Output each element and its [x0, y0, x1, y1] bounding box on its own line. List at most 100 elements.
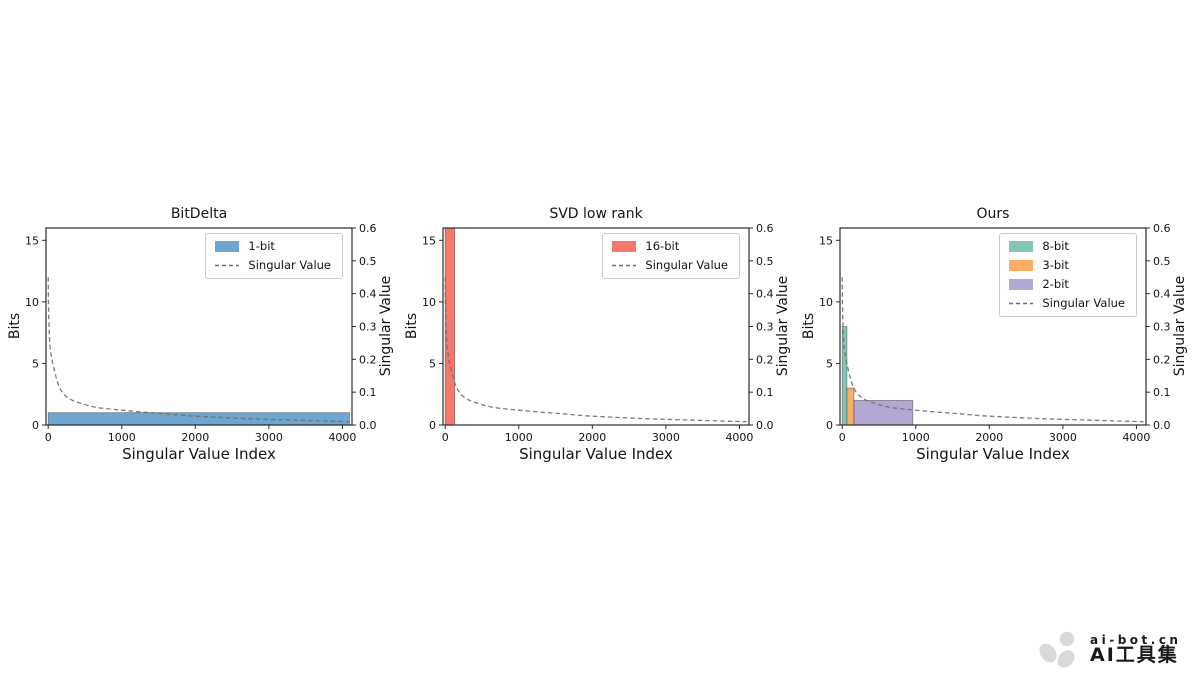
legend-label: Singular Value [645, 258, 728, 272]
chart-title-svd-low-rank: SVD low rank [549, 206, 643, 222]
y-tick-label-right: 0.3 [756, 321, 774, 334]
y-tick-label-right: 0.2 [756, 353, 774, 366]
y-tick-label-right: 0.5 [359, 255, 377, 268]
legend-item: Singular Value [612, 259, 728, 272]
bar-2-bit [853, 399, 914, 426]
y-tick-label-left: 15 [422, 234, 436, 247]
legend-label: 2-bit [1042, 277, 1069, 291]
legend-item: 8-bit [1009, 240, 1125, 253]
y-axis-label-singular-value: Singular Value [1172, 275, 1188, 377]
x-tick-label: 2000 [975, 431, 1003, 444]
y-tick-label-right: 0.1 [359, 386, 377, 399]
legend-item: 2-bit [1009, 278, 1125, 291]
legend-swatch [612, 241, 637, 252]
y-tick-label-right: 0.6 [1153, 222, 1171, 235]
legend-box-svd-low-rank: 16-bit Singular Value [602, 233, 740, 279]
legend-box-bitdelta: 1-bit Singular Value [205, 233, 343, 279]
legend-label: 16-bit [645, 239, 680, 253]
x-tick-label: 1000 [505, 431, 533, 444]
x-tick-label: 0 [442, 431, 449, 444]
y-tick-label-right: 0.5 [756, 255, 774, 268]
legend-dash-swatch [1009, 302, 1034, 305]
legend-label: 8-bit [1042, 239, 1069, 253]
y-axis-label-bits: Bits [404, 312, 420, 340]
y-tick-label-right: 0.0 [1153, 419, 1171, 432]
watermark-domain: ai-bot.cn [1090, 632, 1182, 647]
y-tick-label-left: 10 [422, 296, 436, 309]
legend-dash-swatch [215, 264, 240, 267]
legend-item: 3-bit [1009, 259, 1125, 272]
legend-label: Singular Value [248, 258, 331, 272]
y-tick-label-left: 5 [429, 357, 436, 370]
legend-item: Singular Value [215, 259, 331, 272]
bar-1-bit [47, 412, 350, 426]
plot-canvas-svd-low-rank: 0 1000 2000 3000 4000 0 5 10 15 0.0 0.1 0.2 0.3 0.4 0.… [422, 222, 774, 444]
y-tick-label-right: 0.6 [756, 222, 774, 235]
chart-title-bitdelta: BitDelta [170, 206, 228, 222]
legend-swatch [1009, 241, 1034, 252]
legend-item: 1-bit [215, 240, 331, 253]
y-tick-label-left: 0 [429, 419, 436, 432]
y-tick-label-right: 0.4 [1153, 288, 1171, 301]
legend-swatch [1009, 279, 1034, 290]
legend-item: Singular Value [1009, 297, 1125, 310]
y-axis-label-bits: Bits [801, 312, 817, 340]
y-tick-label-right: 0.0 [756, 419, 774, 432]
legend-label: 3-bit [1042, 258, 1069, 272]
y-tick-label-right: 0.1 [1153, 386, 1171, 399]
x-axis-label: Singular Value Index [916, 445, 1070, 463]
watermark: ai-bot.cn AI工具集 [1038, 630, 1181, 670]
y-tick-label-left: 5 [826, 357, 833, 370]
chart-panel-ours: 0 1000 2000 3000 4000 0 5 10 15 0.0 0.1 0.2 0.3 0.4 0.… [794, 200, 1194, 472]
x-tick-label: 0 [45, 431, 52, 444]
legend-item: 16-bit [612, 240, 728, 253]
x-tick-label: 2000 [181, 431, 209, 444]
x-tick-label: 3000 [255, 431, 283, 444]
bar-3-bit [846, 387, 855, 426]
bar-8-bit [841, 326, 848, 426]
y-tick-label-right: 0.5 [1153, 255, 1171, 268]
plot-canvas-bitdelta: 0 1000 2000 3000 4000 0 5 10 15 0.0 0.1 0.2 0.3 0.4 0.… [25, 222, 377, 444]
x-tick-label: 1000 [108, 431, 136, 444]
y-tick-label-right: 0.3 [1153, 321, 1171, 334]
legend-swatch [215, 241, 240, 252]
x-tick-label: 2000 [578, 431, 606, 444]
y-tick-label-left: 5 [32, 357, 39, 370]
x-tick-label: 4000 [1122, 431, 1150, 444]
y-tick-label-right: 0.3 [359, 321, 377, 334]
x-tick-label: 3000 [1049, 431, 1077, 444]
x-tick-label: 3000 [652, 431, 680, 444]
legend-box-ours: 8-bit 3-bit 2-bit Singular Value [999, 233, 1137, 317]
y-tick-label-right: 0.4 [359, 288, 377, 301]
singular-value-curve [444, 277, 747, 423]
legend-label: 1-bit [248, 239, 275, 253]
legend-swatch [1009, 260, 1034, 271]
chart-panel-svd-low-rank: 0 1000 2000 3000 4000 0 5 10 15 0.0 0.1 0.2 0.3 0.4 0.… [397, 200, 797, 472]
y-axis-label-singular-value: Singular Value [775, 275, 791, 377]
legend-label: Singular Value [1042, 296, 1125, 310]
x-tick-label: 0 [839, 431, 846, 444]
y-axis-label-bits: Bits [7, 312, 23, 340]
watermark-site-name: AI工具集 [1090, 644, 1179, 667]
chart-title-ours: Ours [976, 206, 1010, 222]
plot-canvas-ours: 0 1000 2000 3000 4000 0 5 10 15 0.0 0.1 0.2 0.3 0.4 0.… [819, 222, 1171, 444]
x-axis-label: Singular Value Index [122, 445, 276, 463]
watermark-text: ai-bot.cn AI工具集 [1090, 634, 1181, 667]
y-tick-label-right: 0.4 [756, 288, 774, 301]
x-axis-label: Singular Value Index [519, 445, 673, 463]
y-tick-label-right: 0.2 [359, 353, 377, 366]
chart-panel-bitdelta: 0 1000 2000 3000 4000 0 5 10 15 0.0 0.1 0.2 0.3 0.4 0.… [0, 200, 400, 472]
y-tick-label-left: 10 [819, 296, 833, 309]
y-tick-label-left: 15 [25, 234, 39, 247]
y-tick-label-left: 10 [25, 296, 39, 309]
x-tick-label: 4000 [328, 431, 356, 444]
y-tick-label-right: 0.1 [756, 386, 774, 399]
paw-icon [1039, 631, 1075, 668]
x-tick-label: 4000 [725, 431, 753, 444]
y-tick-label-left: 0 [826, 419, 833, 432]
x-tick-label: 1000 [902, 431, 930, 444]
y-tick-label-right: 0.0 [359, 419, 377, 432]
y-tick-label-right: 0.6 [359, 222, 377, 235]
singular-value-curve [47, 277, 350, 423]
